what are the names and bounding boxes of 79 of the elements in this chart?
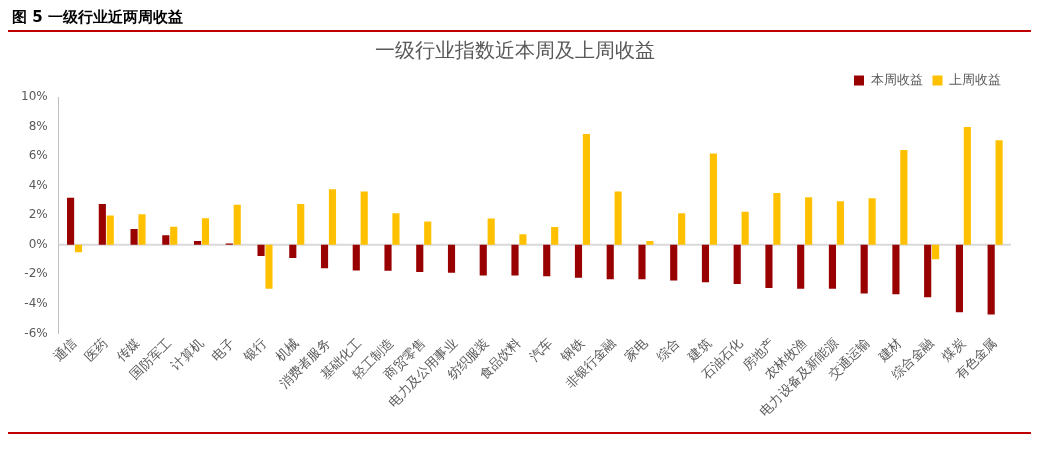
bar (257, 244, 265, 256)
y-tick-label: -4% (24, 296, 48, 310)
bar (519, 234, 527, 245)
y-tick-label: -2% (24, 266, 48, 281)
y-tick-label: 2% (28, 207, 48, 222)
bar (701, 244, 710, 283)
bar (709, 153, 717, 245)
y-tick-label: 4% (28, 177, 48, 192)
bar (297, 203, 305, 245)
bar (201, 218, 210, 245)
bar (479, 244, 487, 276)
x-tick-label: 医药 (81, 334, 111, 364)
bar (670, 244, 678, 281)
bar (955, 244, 963, 313)
bar (233, 204, 241, 245)
bar (765, 244, 773, 289)
bar (963, 127, 971, 245)
bar (162, 235, 170, 245)
bar (995, 140, 1003, 245)
bar (352, 244, 360, 271)
bar (868, 198, 876, 245)
y-tick-label: -6% (24, 325, 48, 340)
bar (828, 244, 837, 289)
y-tick-label: 6% (28, 148, 48, 163)
bar (67, 197, 75, 245)
x-tick-label: 银行 (239, 334, 270, 365)
bar (74, 244, 83, 253)
bar (193, 240, 202, 245)
y-tick-label: 8% (28, 118, 48, 133)
y-tick-label: 0% (28, 236, 48, 251)
bar (773, 193, 781, 245)
bar (424, 221, 432, 245)
bar (328, 189, 337, 245)
chart-title: 一级行业指数近本周及上周收益 (374, 38, 655, 63)
x-tick-label: 家电 (621, 334, 651, 364)
bar (741, 211, 749, 245)
x-tick-label: 汽车 (526, 334, 556, 364)
bar (638, 244, 646, 280)
y-tick-label: 10% (21, 89, 48, 104)
bar (543, 244, 551, 277)
bar (614, 191, 622, 245)
x-tick-label: 综合 (653, 334, 683, 364)
x-tick-label: 电子 (208, 334, 238, 364)
bar (98, 203, 106, 245)
bar (860, 244, 868, 294)
bar (360, 191, 368, 245)
x-tick-label: 通信 (50, 334, 80, 364)
legend-label: 本周收益 (870, 71, 923, 87)
x-tick-label: 建筑 (684, 334, 714, 365)
bar (678, 213, 686, 245)
bar (582, 133, 590, 245)
bar (265, 244, 273, 289)
bar (289, 244, 297, 259)
legend-label: 上周收益 (949, 71, 1001, 87)
bar (797, 244, 805, 289)
bar (836, 201, 844, 245)
bar (170, 226, 178, 245)
bar (392, 213, 400, 245)
bar (987, 244, 995, 315)
bar (447, 244, 456, 273)
bar (646, 240, 654, 245)
bar (733, 244, 741, 284)
bar (138, 214, 146, 245)
bar (416, 244, 424, 273)
bar (130, 228, 138, 245)
bar (805, 197, 813, 245)
bar (574, 244, 583, 278)
bar (106, 215, 114, 245)
bar (924, 244, 932, 298)
bar (487, 218, 495, 245)
bar (932, 244, 940, 260)
chart-subtitle: 图 5 一级行业近两周收益 (8, 8, 1031, 32)
bar (551, 227, 559, 245)
bar (892, 244, 900, 295)
bar (384, 244, 392, 271)
bar (900, 149, 908, 245)
bar (511, 244, 519, 276)
bar (320, 244, 329, 269)
bar (606, 244, 614, 280)
